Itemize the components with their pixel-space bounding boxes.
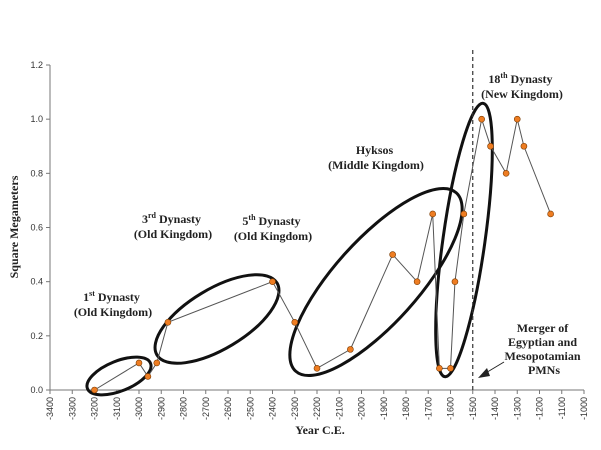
- data-point: [547, 210, 554, 218]
- x-tick-label: -2200: [312, 397, 322, 420]
- y-tick-label: 0.4: [30, 277, 43, 287]
- annotation-hyksos: Hyksos (Middle Kingdom): [328, 143, 424, 172]
- x-tick-label: -1100: [557, 397, 567, 419]
- y-tick-label: 1.0: [30, 114, 43, 124]
- x-tick-label: -1900: [379, 397, 389, 420]
- first-dynasty-ellipse: [85, 355, 153, 397]
- x-tick-label: -2000: [357, 397, 367, 420]
- annotation-3rd-dynasty-sup: rd: [148, 211, 157, 220]
- data-point: [429, 210, 437, 218]
- annotation-18th-dynasty-line2: (New Kingdom): [481, 87, 563, 101]
- annotation-hyksos-line2: (Middle Kingdom): [328, 158, 424, 172]
- annotation-5th-dynasty-line2: (Old Kingdom): [234, 229, 312, 243]
- data-point: [413, 278, 421, 285]
- annotation-1st-dynasty-sup: st: [89, 289, 95, 298]
- annotation-1st-dynasty-line2: (Old Kingdom): [74, 305, 152, 319]
- y-tick-label: 0.8: [30, 168, 43, 178]
- data-point: [447, 365, 454, 372]
- y-tick-label: 0.0: [30, 385, 43, 395]
- data-point: [502, 170, 510, 177]
- x-tick-label: -2100: [334, 397, 344, 420]
- y-tick-label: 0.6: [30, 223, 43, 233]
- x-tick-label: -1400: [490, 397, 500, 420]
- x-tick-label: -3300: [67, 397, 77, 420]
- y-axis-title: Square Megameters: [7, 175, 21, 278]
- data-point: [269, 278, 276, 285]
- x-tick-label: -1000: [579, 397, 589, 420]
- data-point: [478, 115, 485, 123]
- hyksos-ellipse: [288, 186, 464, 378]
- data-point: [164, 318, 172, 326]
- annotation-1st-dynasty: 1st Dynasty (Old Kingdom): [74, 289, 152, 319]
- annotation-merger-line4: PMNs: [528, 363, 560, 377]
- annotation-5th-dynasty-num: 5: [242, 214, 248, 228]
- annotation-18th-dynasty-sup: th: [500, 71, 508, 80]
- x-tick-label: -2500: [245, 397, 255, 420]
- y-tick-label: 1.2: [30, 60, 43, 70]
- x-tick-label: -1700: [423, 397, 433, 420]
- annotation-hyksos-line1: Hyksos: [356, 143, 394, 157]
- x-tick-label: -1200: [535, 397, 545, 420]
- merger-arrow-head: [478, 368, 490, 378]
- data-point: [135, 359, 143, 367]
- annotation-3rd-dynasty-rest: Dynasty: [156, 212, 201, 226]
- annotation-merger-line2: Egyptian and: [508, 335, 577, 349]
- annotation-18th-dynasty: 18th Dynasty (New Kingdom): [481, 71, 563, 101]
- annotation-3rd-dynasty: 3rd Dynasty (Old Kingdom): [134, 211, 212, 241]
- x-axis-title: Year C.E.: [295, 423, 344, 437]
- annotation-merger-line3: Mesopotamian: [505, 349, 581, 363]
- data-point: [347, 346, 354, 353]
- data-point: [153, 359, 161, 367]
- annotation-1st-dynasty-rest: Dynasty: [95, 290, 140, 304]
- data-point: [91, 386, 98, 394]
- data-point: [487, 142, 494, 150]
- x-tick-label: -3000: [134, 397, 144, 420]
- x-tick-label: -2300: [290, 397, 300, 420]
- x-tick-label: -1600: [446, 397, 456, 420]
- data-point: [144, 373, 152, 380]
- x-tick-label: -1500: [468, 397, 478, 420]
- annotations: 1st Dynasty (Old Kingdom) 3rd Dynasty (O…: [74, 71, 584, 378]
- x-tick-label: -1800: [401, 397, 411, 420]
- x-tick-label: -2900: [156, 397, 166, 420]
- third-fifth-dynasty-ellipse: [153, 273, 281, 365]
- data-point: [460, 210, 468, 218]
- x-tick-label: -2700: [201, 397, 211, 420]
- series-layer: [91, 115, 554, 394]
- data-point: [513, 115, 521, 123]
- data-point: [313, 365, 321, 372]
- annotation-3rd-dynasty-line2: (Old Kingdom): [134, 227, 212, 241]
- y-ticks: 0.0 0.2 0.4 0.6 0.8 1.0 1.2: [30, 60, 50, 395]
- x-ticks: -3400 -3300 -3200 -3100 -3000 -2900 -2800 -2700…: [45, 390, 589, 420]
- annotation-3rd-dynasty-num: 3: [142, 212, 148, 226]
- annotation-18th-dynasty-rest: Dynasty: [508, 72, 553, 86]
- data-point: [291, 318, 299, 326]
- data-point: [436, 365, 443, 372]
- annotation-5th-dynasty-rest: Dynasty: [256, 214, 301, 228]
- data-point: [451, 278, 459, 285]
- new-kingdom-ellipse: [434, 101, 494, 379]
- y-tick-label: 0.2: [30, 331, 43, 341]
- x-tick-label: -3400: [45, 397, 55, 420]
- x-tick-label: -3100: [112, 397, 122, 420]
- data-point: [389, 251, 396, 258]
- x-tick-label: -2800: [179, 397, 189, 420]
- series-markers: [91, 115, 554, 394]
- data-point: [520, 142, 528, 150]
- series-line: [94, 119, 552, 391]
- annotation-merger-line1: Merger of: [517, 321, 569, 335]
- annotation-5th-dynasty-sup: th: [248, 213, 256, 222]
- annotation-18th-dynasty-num: 18: [488, 72, 500, 86]
- annotation-merger: Merger of Egyptian and Mesopotamian PMNs: [505, 321, 584, 377]
- group-ellipses: [85, 101, 494, 397]
- x-tick-label: -2600: [223, 397, 233, 420]
- x-tick-label: -1300: [512, 397, 522, 420]
- x-tick-label: -3200: [90, 397, 100, 420]
- annotation-5th-dynasty: 5th Dynasty (Old Kingdom): [234, 213, 312, 243]
- annotation-1st-dynasty-num: 1: [83, 290, 89, 304]
- x-tick-label: -2400: [268, 397, 278, 420]
